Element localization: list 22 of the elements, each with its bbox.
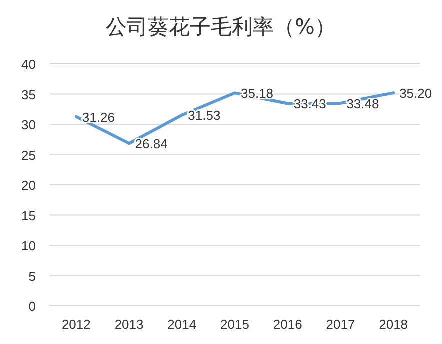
- data-label: 31.53: [188, 108, 221, 124]
- x-tick-label: 2017: [326, 317, 356, 332]
- y-tick-label: 0: [28, 299, 36, 314]
- x-tick-label: 2013: [114, 317, 144, 332]
- x-tick-label: 2016: [273, 317, 302, 332]
- y-tick-label: 40: [22, 57, 36, 72]
- x-tick-label: 2015: [220, 317, 250, 332]
- x-tick-label: 2018: [379, 317, 408, 332]
- y-tick-label: 5: [28, 268, 36, 284]
- y-tick-label: 15: [22, 208, 36, 224]
- data-label: 31.26: [82, 110, 115, 125]
- chart-title: 公司葵花子毛利率（%）: [106, 15, 336, 39]
- y-tick-label: 20: [22, 178, 36, 193]
- y-tick-label: 35: [22, 87, 36, 102]
- y-tick-label: 25: [22, 148, 36, 163]
- x-tick-label: 2014: [168, 317, 197, 332]
- x-tick-label: 2012: [62, 317, 91, 332]
- data-label: 35.20: [400, 86, 432, 102]
- y-tick-label: 10: [22, 238, 36, 254]
- data-label: 33.48: [346, 96, 380, 112]
- y-tick-label: 30: [22, 118, 36, 132]
- data-label: 26.84: [135, 136, 168, 152]
